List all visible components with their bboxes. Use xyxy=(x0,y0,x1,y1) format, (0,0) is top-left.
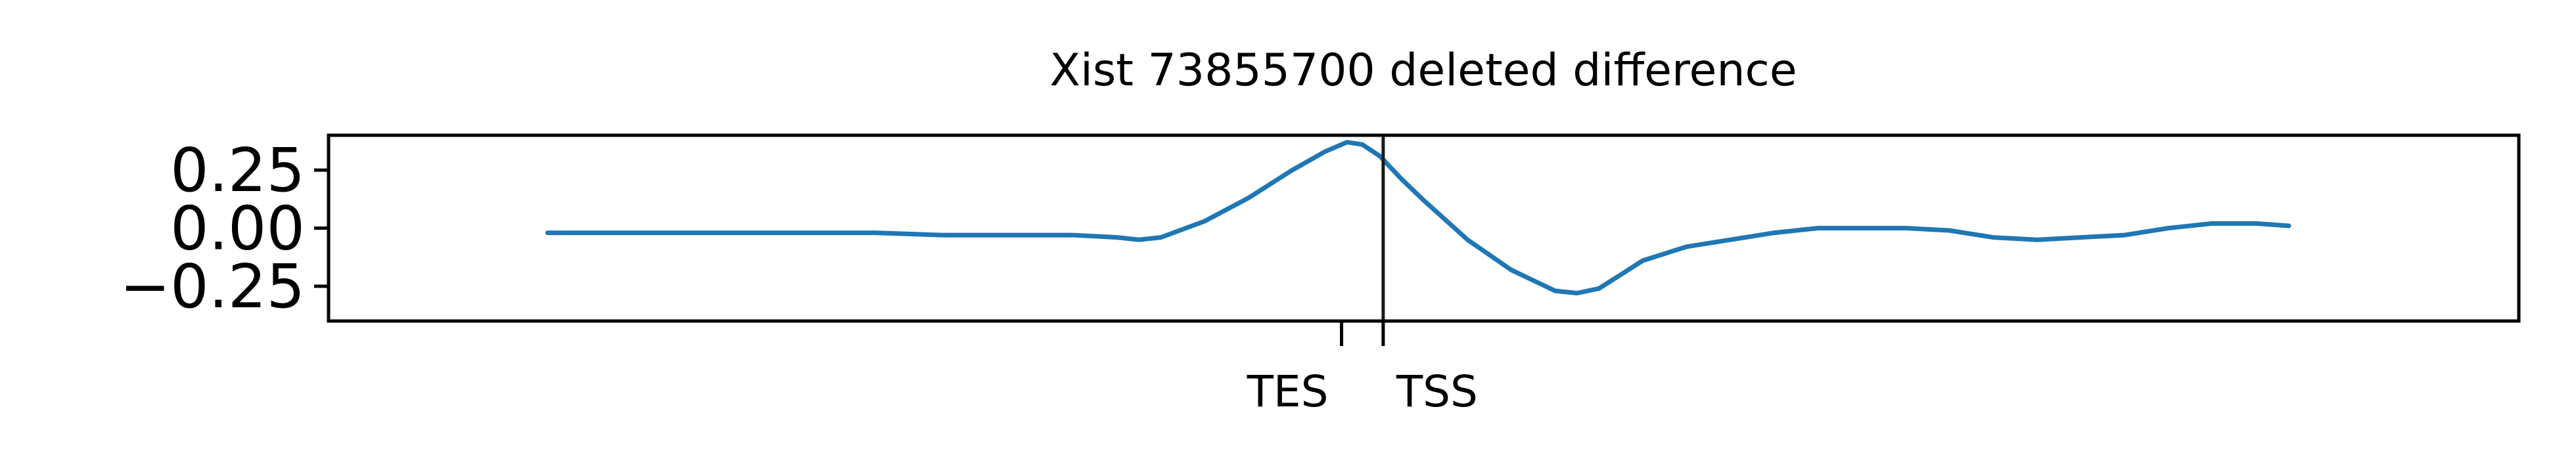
ytick-label: −0.25 xyxy=(120,251,305,322)
ytick-label: 0.25 xyxy=(170,135,305,205)
xtick-label-tes: TES xyxy=(1247,366,1329,417)
plot-frame xyxy=(327,133,2521,323)
ytick-label: 0.00 xyxy=(170,194,305,264)
xtick-label-tss: TSS xyxy=(1396,366,1478,417)
chart-title: Xist 73855700 deleted difference xyxy=(1049,45,1797,97)
plot-layer xyxy=(545,140,2291,295)
series-line-0 xyxy=(545,140,2291,295)
axes-layer: 0.250.00−0.25 TES TSS xyxy=(120,135,1478,417)
